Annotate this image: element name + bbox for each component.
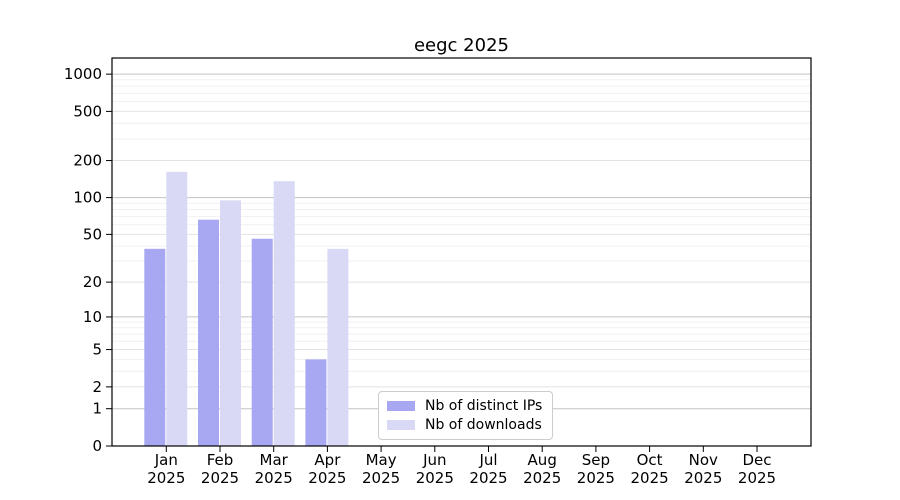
x-tick-label-year: 2025 [738, 469, 776, 487]
x-tick-label-month: Dec [742, 451, 771, 469]
legend-swatch-downloads [387, 420, 415, 430]
y-tick-label: 1000 [64, 65, 102, 83]
y-tick-label: 10 [83, 308, 102, 326]
x-tick-label-year: 2025 [416, 469, 454, 487]
y-tick-label: 2 [92, 378, 102, 396]
y-tick-label: 20 [83, 273, 102, 291]
x-tick-label-month: Nov [689, 451, 718, 469]
x-tick-label-year: 2025 [684, 469, 722, 487]
bar-distinct-ips [144, 248, 166, 446]
x-tick-label-month: Jan [154, 451, 178, 469]
legend-swatch-distinct-ips [387, 401, 415, 411]
y-tick-label: 200 [73, 152, 102, 170]
bar-downloads [220, 200, 241, 446]
legend-label-distinct-ips: Nb of distinct IPs [425, 398, 543, 414]
legend-item-downloads: Nb of downloads [387, 417, 542, 433]
x-tick-label-year: 2025 [631, 469, 669, 487]
y-tick-label: 50 [83, 225, 102, 243]
x-tick-label-month: Feb [207, 451, 234, 469]
y-tick-label: 5 [92, 341, 102, 359]
x-tick-label-month: Apr [314, 451, 341, 469]
x-tick-label-month: May [366, 451, 397, 469]
bar-distinct-ips [198, 219, 219, 446]
x-tick-label-month: Jul [478, 451, 497, 469]
x-tick-label-month: Aug [528, 451, 557, 469]
chart-title: eegc 2025 [413, 35, 509, 56]
bar-downloads [327, 248, 349, 446]
y-tick-label: 0 [92, 437, 102, 455]
x-tick-label-month: Oct [637, 451, 663, 469]
x-tick-label-month: Jun [422, 451, 446, 469]
x-tick-label-year: 2025 [201, 469, 239, 487]
x-tick-label-year: 2025 [147, 469, 185, 487]
x-tick-label-year: 2025 [523, 469, 561, 487]
legend-item-distinct-ips: Nb of distinct IPs [387, 398, 542, 414]
bar-downloads [273, 181, 295, 446]
plot-border [111, 57, 812, 447]
x-tick-label-month: Sep [582, 451, 610, 469]
legend: Nb of distinct IPs Nb of downloads [378, 391, 554, 440]
bar-distinct-ips [251, 238, 273, 446]
bar-downloads [166, 171, 188, 447]
x-tick-label-year: 2025 [577, 469, 615, 487]
x-tick-label-year: 2025 [308, 469, 346, 487]
x-tick-label-year: 2025 [362, 469, 400, 487]
x-tick-label-month: Mar [260, 451, 289, 469]
x-tick-label-year: 2025 [255, 469, 293, 487]
y-tick-label: 100 [73, 189, 102, 207]
y-tick-label: 1 [92, 400, 102, 418]
legend-label-downloads: Nb of downloads [425, 417, 542, 433]
y-tick-label: 500 [73, 102, 102, 120]
bar-distinct-ips [305, 359, 327, 446]
x-tick-label-year: 2025 [469, 469, 507, 487]
